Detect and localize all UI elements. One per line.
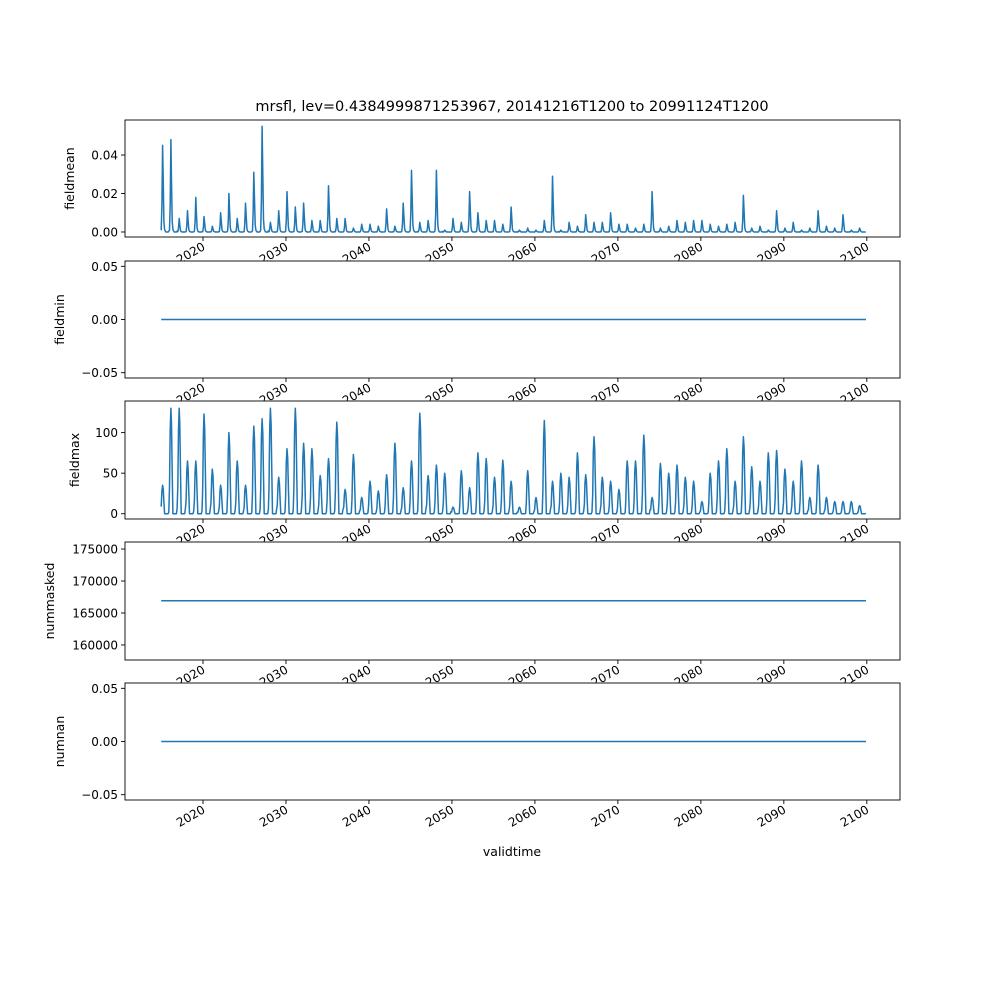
y-tick-label: −0.05 xyxy=(81,788,118,802)
subplot-numnan: −0.05 0.00 0.05 numnan 2020 2030 2040 2050 2060 2… xyxy=(52,682,901,830)
y-axis-label: fieldmean xyxy=(62,147,77,209)
x-tick-label: 2040 xyxy=(340,802,373,829)
x-tick-label: 2090 xyxy=(755,802,788,829)
y-tick-label: 0 xyxy=(110,507,118,521)
x-tick-label: 2050 xyxy=(423,802,456,829)
y-tick-label: 175000 xyxy=(72,543,118,557)
axes-frame xyxy=(124,541,901,661)
y-tick-label: 0.00 xyxy=(91,735,118,749)
y-tick-label: 0.05 xyxy=(91,682,118,696)
axes-frame xyxy=(124,400,901,520)
x-tick-label: 2020 xyxy=(174,802,207,829)
y-axis-label: numnan xyxy=(52,716,67,768)
y-tick-label: 0.05 xyxy=(91,260,118,274)
x-tick-label: 2070 xyxy=(589,802,622,829)
series-line-fieldmax xyxy=(160,407,867,515)
chart-title: mrsfl, lev=0.4384999871253967, 20141216T… xyxy=(255,99,768,115)
y-tick-label: 100 xyxy=(95,426,118,440)
x-tick-label: 2060 xyxy=(506,802,539,829)
y-tick-label: 165000 xyxy=(72,606,118,620)
y-tick-label: 0.04 xyxy=(91,149,118,163)
series-line-fieldmean xyxy=(160,125,866,233)
y-tick-label: 0.00 xyxy=(91,313,118,327)
x-tick-label: 2080 xyxy=(672,802,705,829)
y-tick-label: 0.00 xyxy=(91,225,118,239)
y-tick-label: 170000 xyxy=(72,575,118,589)
axes-frame xyxy=(124,119,901,238)
y-axis-label: fieldmin xyxy=(52,294,67,345)
y-tick-label: 160000 xyxy=(72,638,118,652)
y-tick-label: −0.05 xyxy=(81,366,118,380)
x-tick-label: 2030 xyxy=(257,802,290,829)
y-tick-label: 0.02 xyxy=(91,187,118,201)
y-axis-label: fieldmax xyxy=(67,433,82,487)
y-tick-label: 50 xyxy=(103,467,118,481)
x-tick-label: 2100 xyxy=(838,802,871,829)
y-axis-label: nummasked xyxy=(42,563,57,640)
x-axis-label: validtime xyxy=(483,844,541,859)
